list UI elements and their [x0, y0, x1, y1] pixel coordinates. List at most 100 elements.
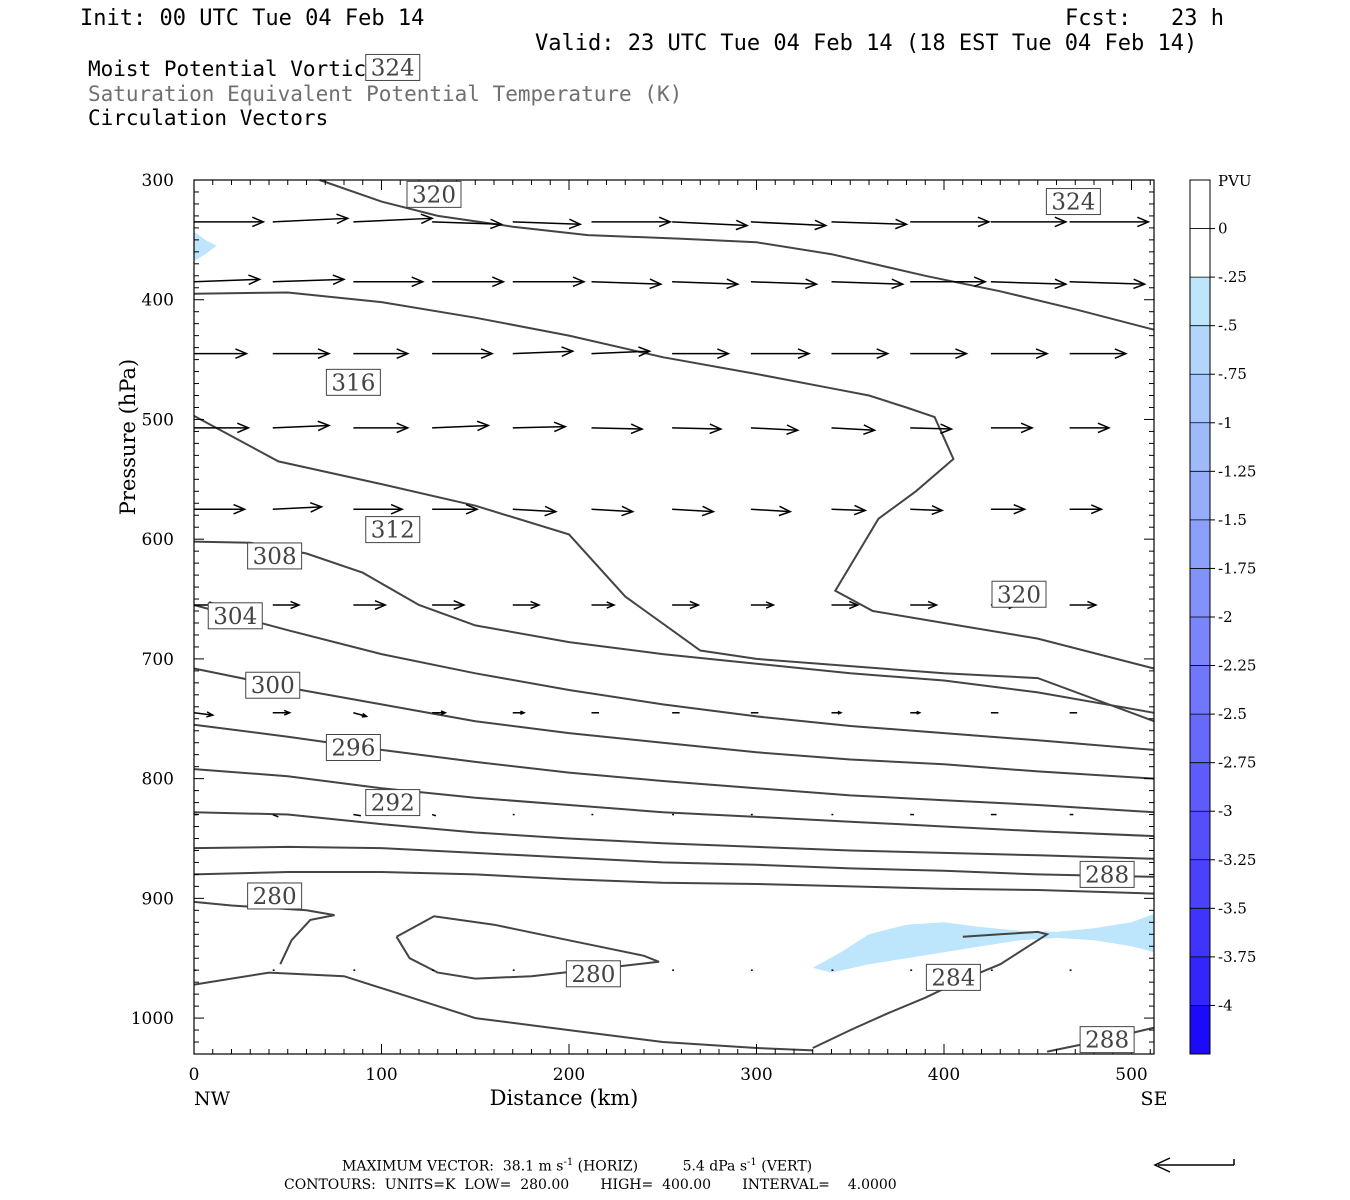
wind-vector-385-467-head: [1133, 278, 1147, 290]
wind-vector-655-255-head: [689, 600, 701, 610]
y-tick-label-800: 800: [142, 770, 174, 790]
colorbar-box-14: [1190, 859, 1210, 909]
wind-vector-575-467: [1069, 504, 1104, 515]
x-end-label-right: SE: [1141, 1088, 1168, 1110]
wind-vector-385-340: [831, 278, 905, 290]
colorbar-box-0: [1190, 180, 1210, 230]
colorbar-box-11: [1190, 714, 1210, 764]
wind-vector-655-170: [512, 600, 541, 610]
y-tick-label-500: 500: [142, 410, 174, 430]
wind-vector-655-212: [591, 601, 616, 609]
theta-contour-320-14-0: [193, 291, 1155, 670]
wind-vector-385-212: [591, 278, 663, 290]
wind-vector-335-212: [591, 216, 673, 228]
y-tick-label-1000: 1000: [131, 1009, 174, 1029]
wind-vector-335-127-shaft: [432, 221, 502, 226]
colorbar-label-15: -3.75: [1218, 948, 1256, 966]
wind-vector-445-170-shaft: [512, 350, 573, 355]
wind-vector-335-42-head: [336, 213, 350, 225]
wind-vector-445-0-head: [235, 348, 249, 359]
colorbar-label-0: 0: [1218, 220, 1228, 238]
wind-vector-655-467: [1069, 600, 1098, 610]
colorbar-box-12: [1190, 762, 1210, 812]
contour-label-box-320-14-1: [991, 580, 1047, 608]
wind-vector-507-212-head: [630, 423, 645, 435]
contour-label-296-8-0: 296: [331, 736, 375, 762]
wind-vector-335-425-head: [1054, 216, 1068, 228]
wind-vector-445-340: [831, 348, 890, 359]
wind-vector-575-255-shaft: [672, 508, 714, 513]
contour-label-box-284-3-0: [925, 963, 981, 991]
wind-vector-745-85-head: [361, 712, 369, 718]
wind-vector-385-297-head: [805, 278, 819, 290]
theta-contour-308-11-0: [193, 604, 1155, 751]
wind-vector-507-425-head: [1020, 422, 1035, 434]
wind-vector-385-382: [910, 276, 988, 288]
axis-layer: 0 100 200 300 400 500 300 400 500 600 700 800 900 100…: [116, 171, 1167, 1110]
theta-contour-312-12-0: [193, 540, 1155, 714]
theta-contour-284-3-0: [812, 930, 1050, 1049]
contour-label-284-3-0: 284: [931, 965, 975, 991]
x-tick-label-100: 100: [365, 1065, 397, 1085]
colorbar-box-13: [1190, 811, 1210, 861]
max-vector-note: MAXIMUM VECTOR: 38.1 m s-1 (HORIZ) 5.4 d…: [342, 1157, 812, 1175]
wind-vector-445-425: [990, 348, 1050, 359]
wind-vector-575-297: [750, 505, 793, 517]
wind-vector-335-382: [910, 216, 991, 228]
wind-vector-655-85: [353, 599, 388, 611]
theta-contour-292-7-0: [193, 811, 1155, 860]
wind-vector-385-297-shaft: [750, 281, 817, 285]
wind-vector-575-297-shaft: [750, 508, 791, 513]
contour-label-box-288-4-0: [1079, 860, 1135, 888]
wind-vector-335-340: [831, 218, 909, 230]
title-vectors: Circulation Vectors: [88, 106, 329, 130]
wind-vector-507-255-shaft: [672, 427, 721, 430]
horiz-tag: (HORIZ): [577, 1158, 639, 1175]
colorbar-label-11: -2.75: [1218, 754, 1256, 772]
wind-vector-575-255: [672, 505, 716, 517]
vert-tag: (VERT): [761, 1158, 813, 1175]
x-tick-label-500: 500: [1115, 1065, 1147, 1085]
wind-vector-385-255-shaft: [672, 281, 738, 285]
wind-vector-745-0-head: [206, 711, 215, 718]
wind-vector-507-297-shaft: [750, 427, 798, 431]
wind-vector-575-170: [512, 505, 558, 517]
colorbar-label-5: -1.25: [1218, 462, 1256, 480]
wind-vector-655-212-head: [606, 601, 616, 609]
theta-contour-316-13-0: [193, 415, 1155, 723]
wind-vector-335-255-head: [735, 219, 750, 231]
wind-vector-335-170: [512, 218, 583, 230]
wind-vector-745-382-head: [916, 710, 922, 715]
wind-vector-507-340-shaft: [831, 427, 875, 431]
wind-vector-830-42-shaft: [272, 813, 279, 818]
contour-label-box-300-9-0: [245, 671, 301, 699]
horiz-exponent: -1: [563, 1157, 574, 1168]
wind-vector-335-297: [750, 219, 828, 231]
wind-vector-575-255-head: [701, 505, 716, 517]
pv-region-1: [812, 913, 1154, 973]
wind-vector-575-170-shaft: [512, 508, 556, 513]
wind-vector-335-0: [194, 216, 266, 228]
forecast-hour: Fcst: 23 h: [1065, 6, 1224, 31]
y-axis-label: Pressure (hPa): [116, 359, 140, 515]
colorbar-label-1: -.25: [1218, 268, 1247, 286]
colorbar-label-3: -.75: [1218, 365, 1247, 383]
contour-label-box-308-11-0: [247, 542, 303, 570]
colorbar-box-7: [1190, 519, 1210, 569]
contour-label-box-296-8-0: [325, 734, 381, 762]
colorbar-box-16: [1190, 956, 1210, 1006]
wind-vector-507-340: [831, 424, 877, 435]
wind-vector-335-382-head: [977, 216, 991, 228]
wind-vector-335-340-shaft: [831, 221, 907, 226]
wind-vector-575-170-head: [544, 505, 558, 517]
wind-vector-507-0-head: [237, 422, 251, 434]
y-tick-label-300: 300: [142, 171, 174, 191]
wind-vector-445-297: [750, 348, 811, 359]
x-tick-label-0: 0: [189, 1065, 200, 1085]
contour-label-312-12-0: 312: [371, 518, 415, 544]
wind-vector-507-255: [672, 423, 723, 435]
wind-vector-507-42: [272, 420, 331, 432]
colorbar-box-4: [1190, 374, 1210, 424]
wind-vector-385-255-head: [726, 278, 740, 290]
